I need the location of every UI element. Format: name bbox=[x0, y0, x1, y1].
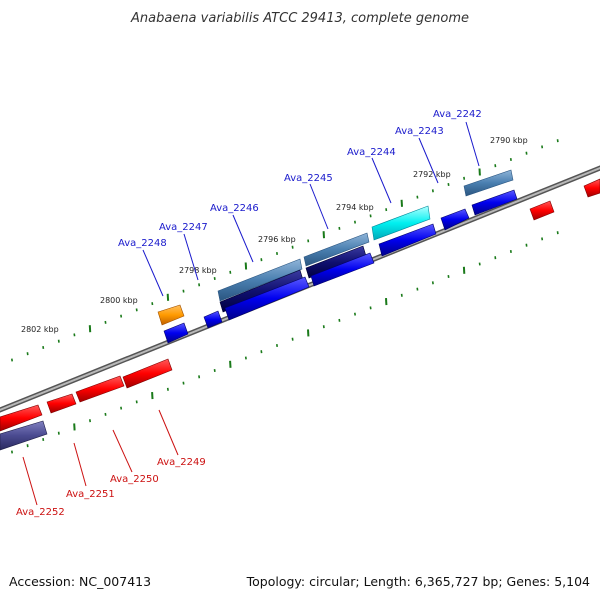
kbp-label: 2790 kbp bbox=[490, 136, 528, 145]
gene-feature-ava-2242[interactable] bbox=[463, 169, 514, 197]
gene-features bbox=[0, 169, 600, 451]
kbp-label: 2794 kbp bbox=[336, 203, 374, 212]
gene-feature-ava-2252[interactable] bbox=[0, 420, 48, 451]
kbp-label: 2792 kbp bbox=[413, 170, 451, 179]
genome-summary-text: Topology: circular; Length: 6,365,727 bp… bbox=[246, 574, 590, 589]
tick-marks bbox=[11, 139, 559, 454]
gene-label-ava-2243[interactable]: Ava_2243 bbox=[395, 126, 444, 137]
map-title: Anabaena variabilis ATCC 29413, complete… bbox=[130, 11, 469, 26]
gene-label-ava-2249[interactable]: Ava_2249 bbox=[157, 457, 206, 468]
gene-feature-ava-2249[interactable] bbox=[122, 358, 173, 389]
accession-text: Accession: NC_007413 bbox=[9, 574, 151, 589]
gene-feature-forward[interactable] bbox=[471, 189, 518, 216]
gene-feature-ava-2245[interactable] bbox=[303, 232, 370, 267]
leader-lines bbox=[22, 121, 480, 506]
gene-feature-ava-2248[interactable] bbox=[157, 304, 185, 326]
kbp-label: 2800 kbp bbox=[100, 296, 138, 305]
gene-label-ava-2248[interactable]: Ava_2248 bbox=[118, 238, 167, 249]
gene-feature-reverse[interactable] bbox=[0, 404, 43, 432]
kbp-label: 2802 kbp bbox=[21, 325, 59, 334]
gene-feature-ava-2251[interactable] bbox=[46, 393, 77, 414]
gene-label-ava-2250[interactable]: Ava_2250 bbox=[110, 474, 159, 485]
kbp-labels: 2790 kbp 2792 kbp 2794 kbp 2796 kbp 2798… bbox=[21, 136, 528, 334]
gene-feature-ava-2246[interactable] bbox=[217, 258, 303, 302]
gene-feature-forward[interactable] bbox=[224, 276, 310, 321]
gene-label-ava-2242[interactable]: Ava_2242 bbox=[433, 109, 482, 120]
gene-labels: Ava_2242 Ava_2243 Ava_2244 Ava_2245 Ava_… bbox=[16, 109, 482, 518]
gene-feature-ava-2250[interactable] bbox=[75, 375, 125, 403]
gene-label-ava-2245[interactable]: Ava_2245 bbox=[284, 173, 333, 184]
kbp-label: 2798 kbp bbox=[179, 266, 217, 275]
gene-feature-ava-2244[interactable] bbox=[371, 205, 431, 241]
gene-feature-forward[interactable] bbox=[310, 252, 375, 287]
gene-label-ava-2251[interactable]: Ava_2251 bbox=[66, 489, 115, 500]
gene-label-ava-2244[interactable]: Ava_2244 bbox=[347, 147, 396, 158]
kbp-label: 2796 kbp bbox=[258, 235, 296, 244]
gene-label-ava-2247[interactable]: Ava_2247 bbox=[159, 222, 208, 233]
gene-feature-forward[interactable] bbox=[163, 322, 189, 344]
gene-feature-forward[interactable] bbox=[378, 223, 437, 257]
gene-feature-reverse[interactable] bbox=[583, 178, 600, 198]
gene-label-ava-2252[interactable]: Ava_2252 bbox=[16, 507, 65, 518]
gene-feature-ava-2243[interactable] bbox=[440, 208, 470, 231]
gene-feature-ava-2247[interactable] bbox=[203, 310, 223, 329]
gene-feature-reverse[interactable] bbox=[529, 200, 555, 221]
gene-label-ava-2246[interactable]: Ava_2246 bbox=[210, 203, 259, 214]
